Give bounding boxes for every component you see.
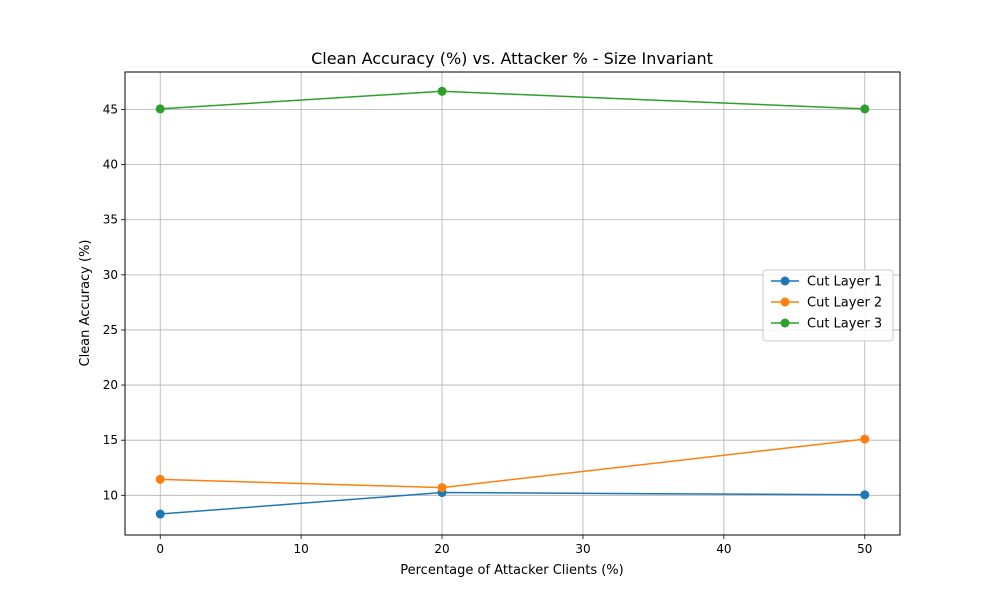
series-line [160,90,865,110]
series-1 [155,488,870,519]
x-axis-ticks: 0 10 20 30 40 50 [156,535,872,556]
data-point [860,434,870,444]
chart-title: Clean Accuracy (%) vs. Attacker % - Size… [311,49,713,68]
series-line [160,438,865,489]
x-tick-label: 50 [857,542,872,556]
data-point [155,104,165,114]
legend-label: Cut Layer 3 [807,317,882,332]
y-tick-label: 10 [103,488,118,502]
data-point [437,483,447,493]
legend-label: Cut Layer 1 [807,275,882,290]
series-lines [155,86,870,519]
legend-label: Cut Layer 2 [807,296,882,311]
y-tick-label: 20 [103,378,118,392]
y-tick-label: 40 [103,158,118,172]
data-point [860,490,870,500]
y-tick-label: 15 [103,433,118,447]
x-axis-label: Percentage of Attacker Clients (%) [400,563,623,578]
x-tick-label: 30 [575,542,590,556]
series-line [160,491,865,515]
y-tick-label: 45 [103,102,118,116]
legend-marker [780,318,790,328]
x-tick-label: 40 [716,542,731,556]
data-point [437,86,447,96]
series-3 [155,86,870,114]
legend-marker [780,276,790,286]
data-point [155,509,165,519]
y-tick-label: 30 [103,268,118,282]
y-axis-ticks: 10 15 20 25 30 35 40 45 [103,102,125,502]
legend-marker [780,297,790,307]
data-point [155,474,165,484]
y-tick-label: 35 [103,213,118,227]
x-tick-label: 10 [293,542,308,556]
x-tick-label: 0 [156,542,164,556]
plot-area-frame [124,71,901,536]
data-point [860,104,870,114]
series-2 [155,434,870,493]
y-axis-label: Clean Accuracy (%) [78,239,93,366]
x-tick-label: 20 [434,542,449,556]
legend: Cut Layer 1 Cut Layer 2 Cut Layer 3 [762,269,894,342]
y-tick-label: 25 [103,323,118,337]
